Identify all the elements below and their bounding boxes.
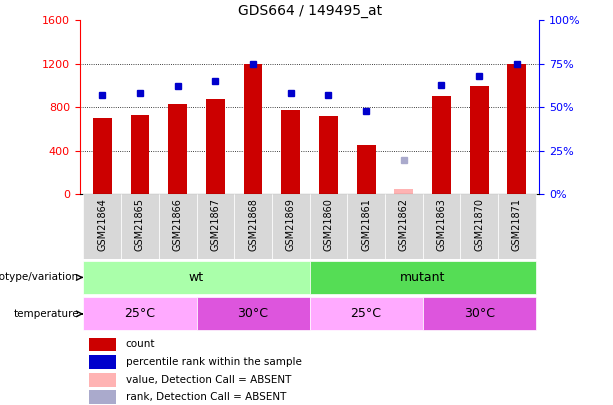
- Text: genotype/variation: genotype/variation: [0, 273, 79, 282]
- Bar: [394, 189, 413, 194]
- Bar: [83, 194, 121, 259]
- Bar: [272, 194, 310, 259]
- Text: GSM21862: GSM21862: [399, 198, 409, 251]
- Bar: [83, 297, 197, 330]
- Bar: [422, 297, 536, 330]
- Bar: [234, 194, 272, 259]
- Bar: [498, 194, 536, 259]
- Bar: [89, 390, 116, 404]
- Text: GSM21866: GSM21866: [173, 198, 183, 251]
- Bar: [168, 104, 187, 194]
- Bar: [159, 194, 197, 259]
- Bar: [357, 145, 376, 194]
- Text: wt: wt: [189, 271, 204, 284]
- Bar: [89, 373, 116, 387]
- Bar: [89, 356, 116, 369]
- Bar: [197, 194, 234, 259]
- Text: 25°C: 25°C: [124, 307, 156, 320]
- Text: GSM21869: GSM21869: [286, 198, 295, 251]
- Text: 25°C: 25°C: [351, 307, 381, 320]
- Bar: [93, 118, 112, 194]
- Text: 30°C: 30°C: [463, 307, 495, 320]
- Text: 30°C: 30°C: [238, 307, 268, 320]
- Bar: [470, 85, 489, 194]
- Bar: [197, 297, 310, 330]
- Text: GSM21867: GSM21867: [210, 198, 220, 251]
- Text: GSM21864: GSM21864: [97, 198, 107, 251]
- Bar: [243, 64, 262, 194]
- Text: GSM21870: GSM21870: [474, 198, 484, 251]
- Text: GSM21871: GSM21871: [512, 198, 522, 251]
- Bar: [310, 297, 422, 330]
- Bar: [422, 194, 460, 259]
- Bar: [310, 261, 536, 294]
- Text: temperature: temperature: [13, 309, 79, 319]
- Text: count: count: [126, 339, 155, 350]
- Text: mutant: mutant: [400, 271, 445, 284]
- Bar: [89, 337, 116, 351]
- Text: value, Detection Call = ABSENT: value, Detection Call = ABSENT: [126, 375, 291, 385]
- Bar: [385, 194, 422, 259]
- Text: rank, Detection Call = ABSENT: rank, Detection Call = ABSENT: [126, 392, 286, 402]
- Bar: [460, 194, 498, 259]
- Bar: [319, 116, 338, 194]
- Bar: [131, 115, 150, 194]
- Text: percentile rank within the sample: percentile rank within the sample: [126, 357, 302, 367]
- Bar: [206, 99, 225, 194]
- Bar: [347, 194, 385, 259]
- Bar: [508, 64, 526, 194]
- Text: GSM21865: GSM21865: [135, 198, 145, 251]
- Text: GSM21863: GSM21863: [436, 198, 446, 251]
- Text: GSM21868: GSM21868: [248, 198, 258, 251]
- Bar: [281, 109, 300, 194]
- Bar: [310, 194, 347, 259]
- Title: GDS664 / 149495_at: GDS664 / 149495_at: [237, 4, 382, 18]
- Bar: [432, 96, 451, 194]
- Bar: [83, 261, 310, 294]
- Bar: [121, 194, 159, 259]
- Text: GSM21861: GSM21861: [361, 198, 371, 251]
- Text: GSM21860: GSM21860: [324, 198, 333, 251]
